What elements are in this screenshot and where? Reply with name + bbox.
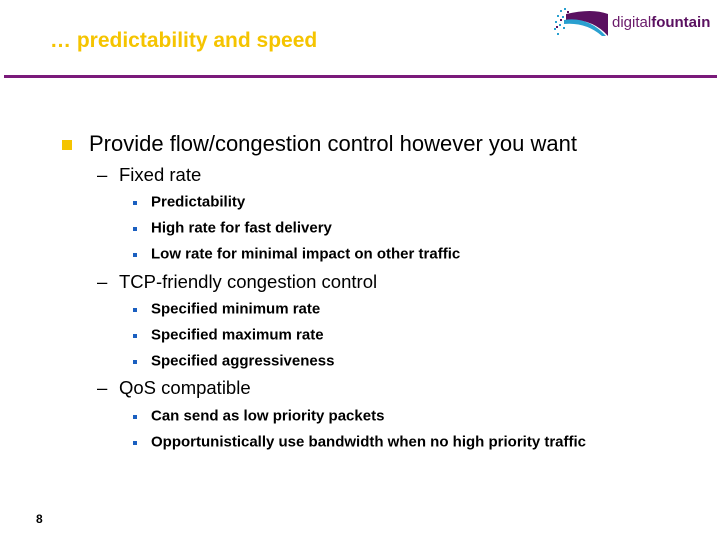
logo-text-regular: digital (612, 14, 652, 31)
fountain-logo-icon (554, 8, 608, 36)
small-square-bullet-icon (133, 360, 137, 364)
sub-sub-bullet-item: Predictability (151, 193, 246, 211)
sub-bullet-item: TCP-friendly congestion control (119, 271, 378, 292)
square-bullet-icon (62, 140, 72, 150)
sub-sub-bullet-item: Low rate for minimal impact on other tra… (151, 245, 461, 263)
sub-sub-bullet-item: Can send as low priority packets (151, 407, 385, 425)
small-square-bullet-icon (133, 227, 137, 231)
small-square-bullet-icon (133, 415, 137, 419)
sub-sub-bullet-item: Opportunistically use bandwidth when no … (151, 433, 587, 451)
sub-bullet-item: QoS compatible (119, 377, 251, 398)
sub-sub-bullet-item: Specified maximum rate (151, 326, 324, 344)
logo-text: digitalfountain (612, 14, 710, 31)
slide-title: … predictability and speed (50, 29, 318, 52)
small-square-bullet-icon (133, 201, 137, 205)
small-square-bullet-icon (133, 253, 137, 257)
sub-sub-bullet-item: Specified aggressiveness (151, 352, 335, 370)
small-square-bullet-icon (133, 308, 137, 312)
logo-text-bold: fountain (651, 14, 711, 31)
title-divider (4, 75, 717, 78)
dash-bullet-icon: – (97, 377, 108, 398)
dash-bullet-icon: – (97, 164, 108, 185)
sub-bullet-item: Fixed rate (119, 164, 202, 185)
bullet-item: Provide flow/congestion control however … (89, 131, 577, 156)
small-square-bullet-icon (133, 441, 137, 445)
page-number: 8 (36, 512, 43, 526)
small-square-bullet-icon (133, 334, 137, 338)
digital-fountain-logo (552, 6, 717, 40)
dash-bullet-icon: – (97, 271, 108, 292)
sub-sub-bullet-item: High rate for fast delivery (151, 219, 332, 237)
sub-sub-bullet-item: Specified minimum rate (151, 300, 321, 318)
